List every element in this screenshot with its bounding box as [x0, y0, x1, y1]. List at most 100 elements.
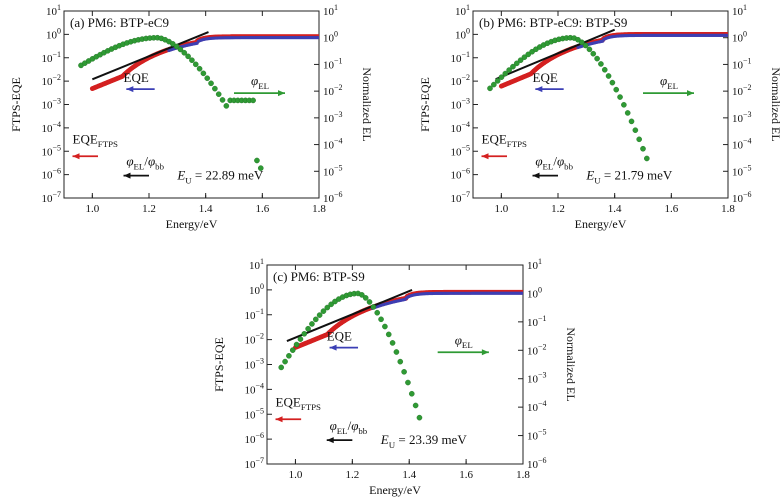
y-right-tick-label: 10−1 — [323, 56, 343, 71]
phi-el-point — [601, 66, 608, 73]
y-left-tick-label: 10−6 — [41, 167, 61, 182]
y-left-tick-label: 10−2 — [244, 332, 264, 347]
y-right-tick-label: 10−5 — [732, 163, 752, 178]
phi-el-point — [598, 61, 604, 67]
phi-el-label: φEL — [660, 73, 678, 91]
phi-el-point — [640, 145, 646, 152]
phi-el-point — [257, 165, 264, 171]
y-left-tick-label: 10−4 — [41, 120, 61, 135]
phi-el-point — [378, 316, 384, 323]
y-left-tick-label: 10−2 — [450, 73, 470, 88]
phi-el-point — [212, 85, 218, 92]
phi-el-point — [605, 73, 612, 79]
y-left-tick-label: 10−3 — [41, 97, 61, 112]
phi-el-point — [278, 364, 285, 371]
phi-el-point — [328, 301, 334, 308]
phi-el-point — [177, 46, 184, 53]
phi-el-point — [219, 97, 226, 103]
phi-el-point — [185, 53, 191, 60]
y-left-tick-label: 10−6 — [450, 167, 470, 182]
phi-el-arrow-head — [481, 349, 489, 356]
phi-el-point — [215, 91, 222, 97]
phi-el-point — [586, 46, 593, 53]
x-tick-label: 1.8 — [312, 203, 326, 215]
x-axis-label: Energy/eV — [369, 483, 421, 497]
y-left-tick-label: 10−4 — [450, 120, 470, 135]
y-left-tick-label: 10−7 — [450, 190, 470, 205]
y-right-tick-label: 10−6 — [527, 456, 547, 471]
phi-el-point — [644, 155, 650, 162]
eqe-point — [725, 33, 728, 37]
phi-el-point — [590, 50, 597, 57]
phi-ratio-label: φEL/φbb — [535, 154, 573, 172]
phi-el-point — [521, 54, 528, 60]
phi-el-point — [200, 70, 207, 77]
phi-el-point — [494, 78, 501, 84]
x-tick-label: 1.8 — [516, 469, 530, 481]
chart-panel-2: 1.0 1.2 1.4 1.6 1.8 10−7 10−6 10−5 10−4 10−3 10−2 1… — [418, 3, 780, 231]
phi-el-point — [324, 304, 331, 311]
eqe-ftps-arrow-head — [481, 153, 489, 160]
y-left-tick-label: 10−2 — [41, 73, 61, 88]
phi-ratio-arrow-head — [123, 172, 131, 179]
phi-el-point — [297, 336, 304, 342]
y-right-tick-label: 10−3 — [527, 371, 547, 386]
phi-el-point — [510, 63, 516, 70]
y-right-tick-label: 10−3 — [732, 110, 752, 125]
phi-el-point — [636, 136, 642, 143]
phi-el-point — [579, 39, 585, 46]
x-tick-label: 1.2 — [345, 469, 359, 481]
phi-el-point — [502, 70, 509, 77]
y-right-tick-label: 101 — [732, 3, 747, 18]
phi-el-point — [196, 65, 203, 72]
phi-el-point — [173, 43, 180, 50]
phi-el-point — [289, 347, 296, 353]
y-left-tick-label: 100 — [46, 26, 61, 41]
phi-el-point — [254, 157, 260, 164]
phi-el-point — [370, 304, 377, 310]
phi-el-point — [169, 41, 176, 47]
y-left-tick-label: 100 — [455, 26, 470, 41]
eqe-ftps-arrow-head — [72, 153, 80, 160]
eqe-point — [316, 36, 319, 40]
phi-el-point — [223, 103, 230, 109]
phi-el-point — [575, 36, 581, 43]
phi-el-point — [487, 85, 493, 92]
phi-el-point — [312, 316, 319, 323]
phi-el-point — [621, 102, 627, 108]
phi-el-arrow-head — [687, 90, 694, 97]
eu-label: EU = 23.39 meV — [380, 432, 468, 450]
y-axis-label-left: FTPS-EQE — [212, 337, 226, 392]
eqe-arrow-head — [535, 86, 543, 93]
phi-el-point — [286, 353, 292, 359]
eqe-label: EQE — [533, 70, 558, 85]
y-right-tick-label: 10−1 — [527, 314, 547, 329]
x-tick-label: 1.6 — [459, 469, 473, 481]
chart-panel-1: 1.0 1.2 1.4 1.6 1.8 10−7 10−6 10−5 10−4 10−3 10−2 1… — [9, 3, 374, 231]
panel-title: (c) PM6: BTP-S9 — [273, 269, 365, 284]
phi-el-point — [293, 341, 300, 348]
phi-el-point — [385, 331, 392, 338]
phi-ratio-arrow-head — [326, 437, 334, 444]
y-right-tick-label: 101 — [323, 3, 338, 18]
y-left-tick-label: 10−5 — [244, 406, 264, 421]
phi-el-point — [513, 60, 520, 67]
phi-ratio-line — [286, 289, 413, 342]
y-left-tick-label: 10−7 — [244, 456, 264, 471]
y-left-tick-label: 10−5 — [41, 143, 61, 158]
phi-ratio-arrow-head — [532, 172, 540, 179]
phi-el-point — [189, 57, 195, 64]
phi-el-point — [416, 414, 423, 421]
phi-el-point — [517, 57, 524, 63]
phi-el-point — [320, 308, 327, 314]
y-axis-label-right: Normalized EL — [769, 67, 780, 141]
y-right-tick-label: 10−4 — [527, 399, 547, 414]
phi-el-point — [412, 402, 419, 409]
y-right-tick-label: 10−5 — [527, 428, 547, 443]
phi-el-point — [301, 331, 308, 337]
y-left-tick-label: 10−3 — [450, 97, 470, 112]
phi-el-point — [393, 349, 400, 355]
y-axis-label-right: Normalized EL — [564, 327, 578, 401]
panel-title: (b) PM6: BTP-eC9: BTP-S9 — [479, 15, 627, 30]
y-right-tick-label: 10−2 — [527, 342, 547, 357]
